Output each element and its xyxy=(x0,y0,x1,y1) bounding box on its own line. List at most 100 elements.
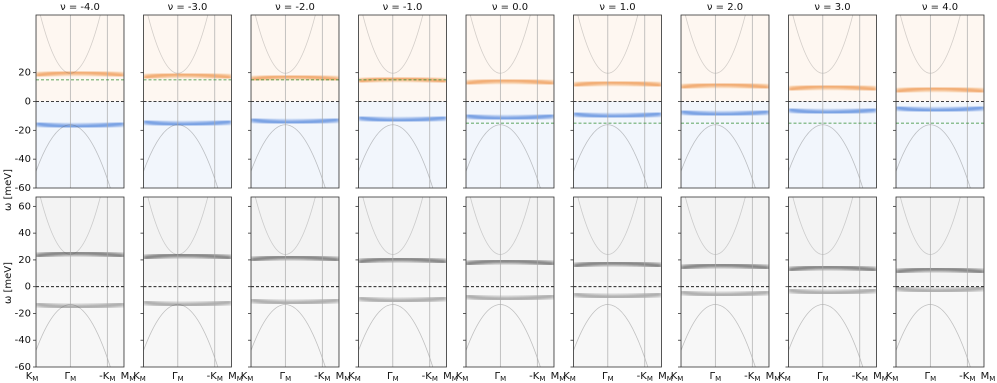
x-tick-label: KM xyxy=(26,371,39,383)
x-tick-text: Γ xyxy=(65,371,71,382)
x-tick-label: -KM xyxy=(422,371,438,383)
x-tick-subscript: M xyxy=(862,375,868,383)
band-feature xyxy=(358,76,447,84)
x-tick-label: -KM xyxy=(852,371,868,383)
x-tick-text: -K xyxy=(959,371,970,382)
x-tick-label: KM xyxy=(241,371,254,383)
x-tick-subscript: M xyxy=(882,375,888,383)
x-tick-text: -K xyxy=(99,371,110,382)
haze xyxy=(36,197,124,282)
x-tick-label: -KM xyxy=(959,371,975,383)
x-tick-subscript: M xyxy=(559,375,565,383)
band-feature xyxy=(466,259,554,266)
haze xyxy=(788,282,877,367)
y-tick-label: -40 xyxy=(15,335,31,346)
band-feature xyxy=(573,261,662,268)
x-tick-text: -K xyxy=(207,371,218,382)
band-feature xyxy=(36,121,124,129)
band-feature xyxy=(36,70,124,78)
y-tick-label: 40 xyxy=(18,228,31,239)
haze xyxy=(788,101,877,188)
x-tick-subscript: M xyxy=(969,375,975,383)
x-tick-text: M xyxy=(981,371,990,382)
panel-title: ν = -2.0 xyxy=(275,2,315,13)
haze xyxy=(358,15,447,102)
band-feature xyxy=(251,74,339,82)
y-tick-label: -20 xyxy=(15,308,31,319)
y-tick-label: 20 xyxy=(18,255,31,266)
panel xyxy=(251,197,339,367)
y-tick-label: -60 xyxy=(15,183,31,194)
band-feature xyxy=(896,105,984,113)
band-feature xyxy=(251,298,339,305)
band-feature xyxy=(573,292,662,299)
haze xyxy=(681,15,769,102)
x-tick-subscript: M xyxy=(570,375,576,383)
haze xyxy=(358,197,447,282)
band-feature xyxy=(358,115,447,123)
haze xyxy=(466,101,554,188)
haze xyxy=(896,282,984,367)
x-tick-text: M xyxy=(121,371,130,382)
x-tick-text: M xyxy=(766,371,775,382)
y-tick-label: -20 xyxy=(15,125,31,136)
band-feature xyxy=(466,78,554,86)
haze xyxy=(358,282,447,367)
haze xyxy=(251,15,339,102)
x-tick-subscript: M xyxy=(70,375,76,383)
x-tick-text: Γ xyxy=(710,371,716,382)
haze xyxy=(573,197,662,282)
panel xyxy=(36,15,124,188)
band-feature xyxy=(681,82,769,90)
band-feature xyxy=(788,265,877,272)
x-tick-subscript: M xyxy=(140,375,146,383)
x-tick-subscript: M xyxy=(109,375,115,383)
haze xyxy=(36,101,124,188)
x-tick-text: M xyxy=(551,371,560,382)
x-tick-subscript: M xyxy=(500,375,506,383)
band-feature xyxy=(143,300,232,307)
panel xyxy=(896,197,984,367)
haze xyxy=(466,15,554,102)
haze xyxy=(466,282,554,367)
panel-title: ν = 3.0 xyxy=(814,2,850,13)
panel-frame xyxy=(35,196,125,368)
x-tick-text: K xyxy=(348,371,355,382)
x-tick-label: ΓM xyxy=(817,371,829,383)
x-tick-label: MM xyxy=(766,371,781,383)
panel-title: ν = -1.0 xyxy=(383,2,423,13)
x-tick-subscript: M xyxy=(754,375,760,383)
x-tick-label: -KM xyxy=(744,371,760,383)
x-tick-text: Γ xyxy=(387,371,393,382)
x-tick-subscript: M xyxy=(285,375,291,383)
y-tick-label: -60 xyxy=(15,362,31,373)
band-feature xyxy=(466,294,554,301)
band-feature xyxy=(573,80,662,88)
x-tick-subscript: M xyxy=(355,375,361,383)
x-tick-subscript: M xyxy=(892,375,898,383)
haze xyxy=(143,282,232,367)
band-feature xyxy=(358,296,447,303)
x-tick-label: ΓM xyxy=(65,371,77,383)
x-tick-label: ΓM xyxy=(280,371,292,383)
panel-title: ν = 4.0 xyxy=(922,2,958,13)
panel xyxy=(681,15,769,188)
x-tick-label: ΓM xyxy=(602,371,614,383)
band-feature xyxy=(251,117,339,125)
x-tick-text: -K xyxy=(852,371,863,382)
panel xyxy=(358,197,447,367)
x-tick-label: -KM xyxy=(637,371,653,383)
band-feature xyxy=(681,263,769,270)
band-feature xyxy=(143,72,232,80)
x-tick-subscript: M xyxy=(32,375,38,383)
x-tick-label: MM xyxy=(443,371,458,383)
band-feature xyxy=(573,111,662,119)
x-tick-text: -K xyxy=(637,371,648,382)
haze xyxy=(143,101,232,188)
band-feature xyxy=(896,286,984,293)
panel xyxy=(358,15,447,188)
x-tick-subscript: M xyxy=(539,375,545,383)
x-tick-subscript: M xyxy=(608,375,614,383)
panel xyxy=(36,197,124,367)
x-tick-text: K xyxy=(133,371,140,382)
